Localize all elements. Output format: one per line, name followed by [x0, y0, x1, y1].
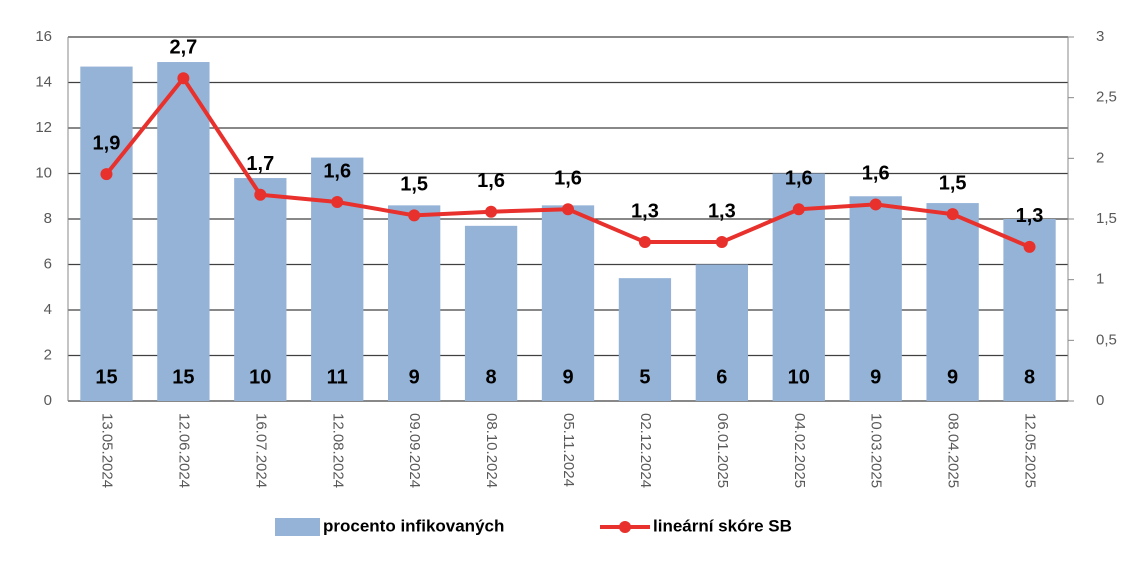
y-tick-label: 0	[44, 392, 52, 409]
y-tick-label: 10	[35, 164, 52, 181]
legend-label: procento infikovaných	[323, 516, 504, 535]
bar	[464, 225, 518, 401]
point-label: 2,7	[169, 37, 197, 59]
line-point	[485, 205, 498, 218]
x-tick-label: 09.09.2024	[406, 413, 423, 488]
line-point	[177, 72, 190, 85]
x-tick-label: 04.02.2025	[791, 413, 808, 488]
y2-tick-label: 0,5	[1096, 331, 1117, 348]
bar	[541, 205, 595, 401]
line-point	[638, 236, 651, 249]
line-point	[408, 209, 421, 222]
bar-label: 6	[716, 366, 727, 388]
bar-label: 8	[486, 366, 497, 388]
bar	[311, 157, 364, 401]
y2-tick-label: 2,5	[1096, 89, 1117, 106]
bar	[695, 264, 748, 401]
x-tick-label: 12.08.2024	[329, 413, 346, 488]
bar-label: 5	[639, 366, 650, 388]
point-label: 1,6	[862, 163, 890, 185]
y-tick-label: 14	[35, 73, 52, 90]
line-point	[100, 168, 113, 181]
line-point	[792, 203, 805, 216]
bar-label: 9	[409, 366, 420, 388]
x-tick-label: 05.11.2024	[560, 413, 577, 487]
line-point	[1023, 240, 1036, 253]
bar-label: 9	[947, 366, 958, 388]
y-tick-label: 6	[44, 255, 52, 272]
x-tick-label: 12.05.2025	[1022, 413, 1039, 488]
y2-tick-label: 1,5	[1096, 210, 1117, 227]
x-tick-label: 13.05.2024	[98, 413, 115, 488]
bar-label: 8	[1024, 366, 1035, 388]
bar	[618, 278, 672, 401]
y2-tick-label: 1	[1096, 271, 1104, 288]
y-tick-label: 16	[35, 28, 52, 45]
legend-swatch	[619, 521, 631, 533]
x-tick-label: 08.04.2025	[945, 413, 962, 488]
bar-label: 15	[172, 366, 194, 388]
y-tick-label: 4	[44, 301, 52, 318]
point-label: 1,5	[939, 172, 967, 194]
bar	[926, 203, 979, 401]
line-point	[715, 236, 728, 249]
point-label: 1,9	[93, 132, 121, 154]
x-tick-label: 08.10.2024	[483, 413, 500, 488]
bar	[388, 205, 441, 401]
line-point	[254, 188, 267, 201]
x-tick-label: 02.12.2024	[637, 413, 654, 488]
y2-tick-label: 2	[1096, 149, 1104, 166]
point-label: 1,6	[477, 170, 505, 192]
line-point	[331, 196, 344, 209]
bar-label: 10	[788, 366, 810, 388]
line-point	[946, 208, 959, 221]
x-tick-label: 16.07.2024	[252, 413, 269, 488]
point-label: 1,7	[246, 153, 274, 175]
y-tick-label: 12	[35, 119, 52, 136]
y-tick-label: 8	[44, 210, 52, 227]
legend-swatch	[275, 518, 320, 536]
legend-label: lineární skóre SB	[653, 516, 792, 535]
bar-label: 9	[870, 366, 881, 388]
y2-tick-label: 3	[1096, 28, 1104, 45]
point-label: 1,3	[708, 200, 736, 222]
bar-label: 15	[95, 366, 117, 388]
point-label: 1,6	[785, 168, 813, 190]
x-tick-label: 12.06.2024	[175, 413, 192, 488]
bar	[157, 62, 210, 402]
y-tick-label: 2	[44, 346, 52, 363]
y2-tick-label: 0	[1096, 392, 1104, 409]
bar	[234, 178, 287, 401]
bar-label: 11	[327, 366, 348, 388]
line-point	[869, 198, 882, 211]
point-label: 1,3	[1016, 205, 1044, 227]
line-point	[562, 203, 574, 216]
point-label: 1,5	[400, 174, 428, 196]
point-label: 1,6	[554, 168, 582, 190]
bar	[849, 196, 902, 401]
point-label: 1,3	[631, 200, 659, 222]
x-tick-label: 06.01.2025	[714, 413, 731, 488]
bar-label: 9	[562, 366, 573, 388]
x-tick-label: 10.03.2025	[868, 413, 885, 488]
bar-label: 10	[249, 366, 271, 388]
bar	[80, 66, 133, 401]
point-label: 1,6	[323, 160, 351, 182]
